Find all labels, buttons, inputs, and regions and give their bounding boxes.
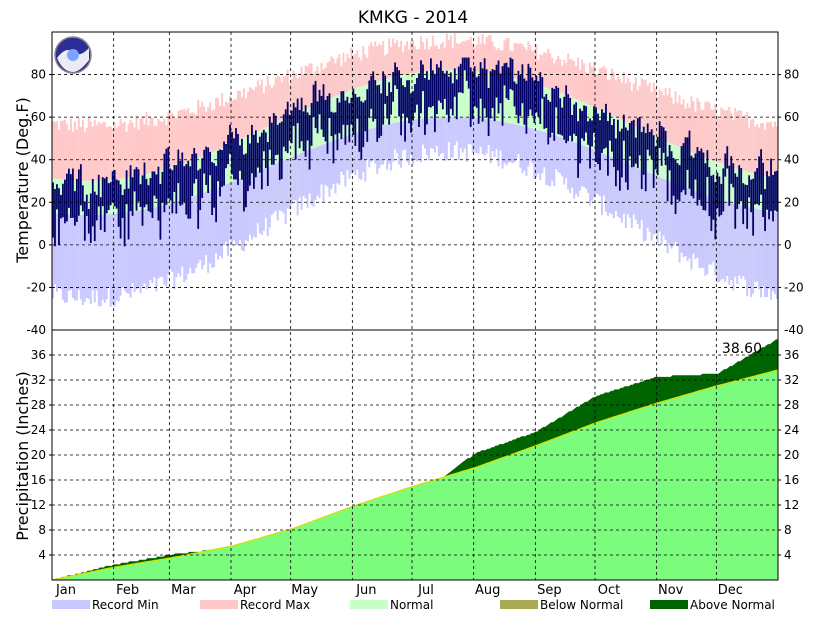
temp-tick-label-right: -20: [784, 280, 804, 294]
precip-tick-label-right: 28: [784, 398, 799, 412]
temp-tick-label-left: -40: [26, 323, 46, 337]
legend-label: Below Normal: [540, 598, 623, 612]
month-label: Sep: [537, 583, 562, 598]
precip-tick-label-left: 32: [31, 373, 46, 387]
precip-tick-label-left: 4: [38, 548, 46, 562]
month-label: Oct: [598, 583, 620, 598]
temperature-axis-label: Temperature (Deg.F): [13, 97, 32, 264]
legend-swatch: [500, 600, 538, 609]
precip-tick-label-left: 20: [31, 448, 46, 462]
precip-tick-label-right: 4: [784, 548, 792, 562]
legend-label: Above Normal: [690, 598, 775, 612]
legend-label: Record Max: [240, 598, 310, 612]
precip-tick-label-left: 12: [31, 498, 46, 512]
axes: -20 -20 0 0 20 20 40 40 60 60 80 80 -40 -40 4 4 8 8 12 12 16…: [26, 31, 804, 598]
noaa-logo-icon: [54, 36, 92, 74]
temp-tick-label-right: 40: [784, 153, 799, 167]
month-label: Nov: [658, 583, 684, 598]
temp-tick-label-right: 80: [784, 68, 799, 82]
temp-tick-label-right: 20: [784, 195, 799, 209]
precip-tick-label-left: 36: [31, 348, 46, 362]
temp-tick-label-left: -20: [26, 280, 46, 294]
precip-tick-label-right: 36: [784, 348, 799, 362]
temp-tick-label-left: 60: [31, 110, 46, 124]
precip-tick-label-right: 8: [784, 523, 792, 537]
temp-tick-label-right: 60: [784, 110, 799, 124]
precipitation-total-label: 38.60: [722, 341, 762, 357]
precip-tick-label-left: 8: [38, 523, 46, 537]
precip-tick-label-right: 12: [784, 498, 799, 512]
month-label: May: [291, 583, 318, 598]
month-label: Jan: [55, 583, 76, 598]
legend: Record Min Record Max Normal Below Normal Ab…: [52, 598, 775, 612]
temp-tick-label-left: 20: [31, 195, 46, 209]
chart-title: KMKG - 2014: [358, 8, 468, 28]
precip-normal-area: [52, 370, 778, 580]
legend-label: Normal: [390, 598, 433, 612]
temp-tick-label-right: -40: [784, 323, 804, 337]
month-label: Feb: [116, 583, 139, 598]
precipitation-axis-label: Precipitation (Inches): [13, 371, 32, 541]
legend-swatch: [650, 600, 688, 609]
temperature-panel: [51, 33, 779, 307]
legend-swatch: [52, 600, 90, 609]
legend-swatch: [350, 600, 388, 609]
precip-tick-label-left: 24: [31, 423, 46, 437]
precip-tick-label-left: 16: [31, 473, 46, 487]
temp-tick-label-left: 0: [38, 238, 46, 252]
precipitation-panel: [51, 339, 779, 581]
temp-tick-label-left: 80: [31, 68, 46, 82]
precip-normal-line: [51, 369, 779, 581]
plot-frame: [51, 31, 779, 581]
temp-tick-label-left: 40: [31, 153, 46, 167]
month-label: Jun: [355, 583, 376, 598]
month-label: Apr: [234, 583, 257, 598]
precip-tick-label-right: 20: [784, 448, 799, 462]
month-label: Mar: [171, 583, 196, 598]
legend-swatch: [200, 600, 238, 609]
month-label: Jul: [417, 583, 434, 598]
precip-tick-label-right: 32: [784, 373, 799, 387]
precip-tick-label-left: 28: [31, 398, 46, 412]
temp-tick-label-right: 0: [784, 238, 792, 252]
precip-tick-label-right: 16: [784, 473, 799, 487]
month-label: Dec: [718, 583, 743, 598]
month-label: Aug: [475, 583, 500, 598]
legend-label: Record Min: [92, 598, 159, 612]
precip-tick-label-right: 24: [784, 423, 799, 437]
